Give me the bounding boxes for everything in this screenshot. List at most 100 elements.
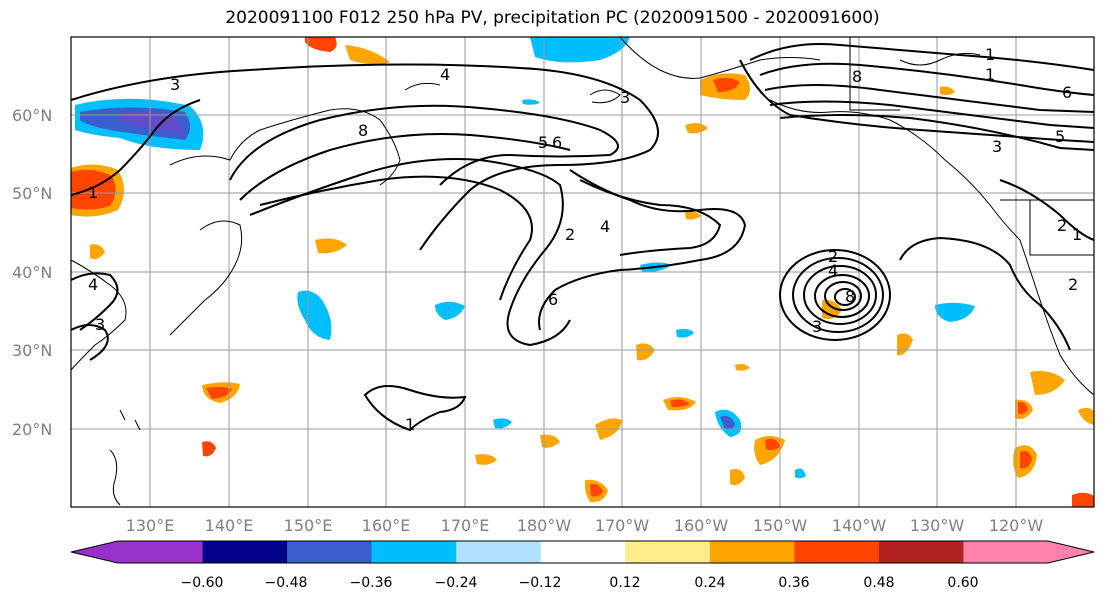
- colorbar-tick-label: 0.36: [778, 575, 809, 591]
- precip-positive-area: [1018, 401, 1028, 414]
- colorbar-tick-label: −0.48: [265, 575, 308, 591]
- colorbar-segment: [202, 541, 288, 563]
- precip-negative-area: [676, 329, 694, 338]
- pv-contour-label: 5: [1055, 127, 1065, 146]
- pv-contour-label: 8: [852, 67, 862, 86]
- colorbar-extend-min: [71, 541, 118, 563]
- pv-contour-label: 1: [985, 45, 995, 64]
- precip-positive-area: [713, 77, 740, 92]
- pv-contour-label: 6: [552, 133, 562, 152]
- colorbar-segment: [456, 541, 542, 563]
- colorbar-tick-labels: −0.60 −0.48 −0.36 −0.24 −0.12 0.12 0.24 …: [181, 575, 979, 591]
- precip-positive-area: [765, 438, 780, 451]
- colorbar-segment: [878, 541, 964, 563]
- precip-negative-area: [935, 302, 975, 322]
- longitude-label: 130°W: [910, 516, 965, 535]
- precip-positive-area: [315, 238, 347, 254]
- precip-negative-area: [493, 418, 512, 429]
- precip-positive-area: [670, 399, 690, 408]
- precip-positive-area: [206, 386, 232, 399]
- precip-negative-area: [435, 301, 465, 320]
- colorbar-tick-label: 0.60: [947, 575, 978, 591]
- colorbar-segment: [794, 541, 880, 563]
- pv-contour-label: 4: [600, 217, 610, 236]
- pv-contour-label: 3: [95, 315, 105, 334]
- colorbar-tick-label: 0.48: [863, 575, 894, 591]
- latitude-label: 20°N: [12, 420, 52, 439]
- precip-positive-area: [940, 86, 955, 96]
- pv-contour-label: 8: [845, 287, 855, 306]
- precip-positive-area: [540, 434, 560, 448]
- colorbar-tick-label: −0.60: [181, 575, 224, 591]
- colorbar-segment: [963, 541, 1049, 563]
- pv-contour-label: 4: [88, 275, 98, 294]
- precip-negative-area: [297, 290, 332, 340]
- longitude-label: 160°E: [362, 516, 411, 535]
- map-frame: [70, 36, 1095, 508]
- colorbar-segment: [118, 541, 204, 563]
- colorbar-segment: [625, 541, 711, 563]
- coastlines: [71, 37, 1094, 506]
- pv-contour-label: 4: [828, 261, 838, 280]
- precip-positive-area: [1072, 492, 1094, 507]
- longitude-label: 140°W: [832, 516, 887, 535]
- longitude-label: 130°E: [126, 516, 175, 535]
- pv-contour-label: 2: [565, 225, 575, 244]
- precip-positive-area: [71, 169, 116, 210]
- precip-positive-area: [685, 211, 701, 220]
- precip-positive-area: [202, 441, 216, 457]
- precip-negative-area: [522, 99, 540, 105]
- pv-contours: [71, 43, 1094, 432]
- precip-positive-area: [345, 45, 390, 65]
- precip-positive-area: [305, 37, 337, 52]
- longitude-label: 120°W: [989, 516, 1044, 535]
- precip-positive-area: [730, 469, 745, 486]
- pv-contour-label: 6: [548, 290, 558, 309]
- pv-contour-label: 3: [992, 137, 1002, 156]
- colorbar-tick-label: 0.24: [694, 575, 725, 591]
- longitude-label: 180°W: [517, 516, 572, 535]
- pv-contour-label: 2: [1057, 216, 1067, 235]
- precip-negative-area: [530, 37, 630, 63]
- precip-positive-area: [590, 483, 603, 497]
- colorbar-tick-label: −0.36: [350, 575, 393, 591]
- pv-contour-label: 3: [170, 75, 180, 94]
- colorbar-segment: [371, 541, 457, 563]
- precip-positive-area: [685, 123, 708, 134]
- pv-contour-label: 1: [405, 415, 415, 434]
- longitude-labels: 130°E 140°E 150°E 160°E 170°E 180°W 170°…: [126, 516, 1044, 535]
- pv-contour-labels: 4 3 8 5 6 1 2 4 6 3 1 8 6 5 3 2 2 1 1 4 …: [88, 45, 1082, 434]
- map-title: 2020091100 F012 250 hPa PV, precipitatio…: [225, 8, 880, 28]
- colorbar-tick-label: −0.24: [435, 575, 478, 591]
- precip-positive-area: [1030, 371, 1065, 395]
- latitude-label: 60°N: [12, 106, 52, 125]
- pv-contour-label: 3: [620, 88, 630, 107]
- pv-contour-label: 5: [538, 133, 548, 152]
- pv-contour-label: 3: [812, 317, 822, 336]
- longitude-label: 140°E: [205, 516, 254, 535]
- latitude-label: 40°N: [12, 263, 52, 282]
- colorbar: [70, 540, 1095, 564]
- precip-negative-area: [795, 468, 806, 479]
- precip-positive-area: [475, 454, 497, 465]
- pv-contour-label: 1: [88, 183, 98, 202]
- pv-contour-label: 6: [1062, 83, 1072, 102]
- longitude-label: 150°W: [753, 516, 808, 535]
- precip-negative-area: [720, 415, 735, 430]
- pv-contour-label: 1: [1072, 225, 1082, 244]
- pv-contour-label: 2: [828, 247, 838, 266]
- precip-positive-area: [1020, 451, 1032, 469]
- latitude-labels: 60°N 50°N 40°N 30°N 20°N: [12, 106, 52, 439]
- colorbar-extend-max: [1048, 541, 1094, 563]
- pv-contour-label: 8: [358, 121, 368, 140]
- pv-contour-label: 1: [985, 65, 995, 84]
- colorbar-tick-label: −0.12: [519, 575, 562, 591]
- colorbar-segment: [540, 541, 626, 563]
- longitude-label: 150°E: [284, 516, 333, 535]
- precip-positive-area: [636, 343, 655, 361]
- colorbar-tick-label: 0.12: [609, 575, 640, 591]
- latitude-label: 30°N: [12, 341, 52, 360]
- pv-contour-label: 4: [440, 65, 450, 84]
- longitude-label: 170°W: [595, 516, 650, 535]
- colorbar-segment: [287, 541, 373, 563]
